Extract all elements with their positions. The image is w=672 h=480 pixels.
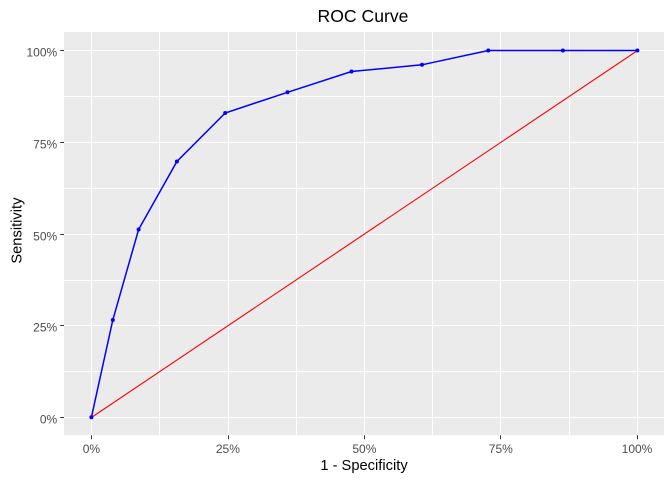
svg-text:75%: 75% [33, 138, 57, 152]
svg-text:50%: 50% [33, 230, 57, 244]
svg-text:Sensitivity: Sensitivity [10, 197, 26, 264]
svg-text:100%: 100% [622, 442, 653, 456]
svg-text:25%: 25% [33, 321, 57, 335]
svg-text:25%: 25% [216, 442, 240, 456]
svg-text:100%: 100% [26, 46, 57, 60]
svg-text:75%: 75% [489, 442, 513, 456]
svg-text:0%: 0% [40, 413, 58, 427]
svg-text:0%: 0% [83, 442, 101, 456]
svg-text:1 - Specificity: 1 - Specificity [320, 458, 408, 474]
svg-text:50%: 50% [352, 442, 376, 456]
svg-text:ROC Curve: ROC Curve [318, 6, 409, 26]
